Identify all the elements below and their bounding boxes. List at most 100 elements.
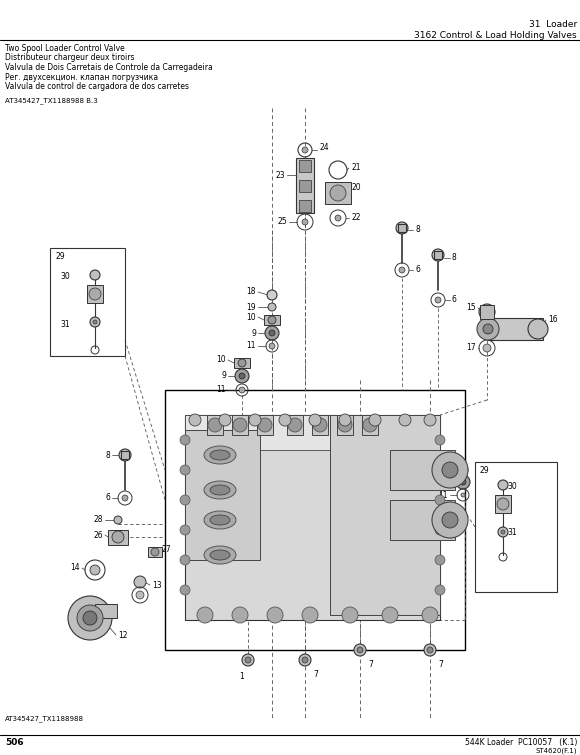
Circle shape [302, 607, 318, 623]
Bar [495, 495, 511, 513]
Bar [299, 180, 311, 192]
Circle shape [424, 644, 436, 656]
Circle shape [338, 418, 352, 432]
Circle shape [369, 414, 381, 426]
Ellipse shape [204, 546, 236, 564]
Circle shape [427, 647, 433, 653]
Text: ST4620(F.1): ST4620(F.1) [535, 747, 577, 753]
Text: Distributeur chargeur deux tiroirs: Distributeur chargeur deux tiroirs [5, 54, 135, 63]
Circle shape [460, 479, 466, 485]
Text: AT345427_TX1188988: AT345427_TX1188988 [5, 715, 84, 722]
Circle shape [189, 414, 201, 426]
Circle shape [269, 343, 275, 349]
Circle shape [382, 607, 398, 623]
Bar [398, 224, 406, 232]
Circle shape [458, 465, 468, 475]
Circle shape [363, 418, 377, 432]
Text: 6: 6 [415, 266, 420, 275]
Text: 29: 29 [55, 252, 64, 261]
Bar [264, 315, 280, 325]
Circle shape [479, 304, 495, 320]
Text: 31: 31 [507, 528, 517, 537]
Text: 9: 9 [443, 477, 448, 486]
Text: 29: 29 [480, 466, 490, 475]
Circle shape [90, 565, 100, 575]
Circle shape [432, 249, 444, 261]
Circle shape [354, 644, 366, 656]
Text: 15: 15 [466, 304, 476, 313]
Circle shape [77, 605, 103, 631]
Circle shape [180, 525, 190, 535]
Bar [148, 547, 162, 557]
Circle shape [265, 326, 279, 340]
Circle shape [302, 147, 308, 153]
Text: 8: 8 [452, 254, 457, 263]
Circle shape [239, 387, 245, 393]
Text: 11: 11 [438, 491, 448, 500]
Circle shape [134, 576, 146, 588]
Circle shape [269, 330, 275, 336]
Bar [165, 390, 465, 650]
Text: 21: 21 [352, 164, 361, 172]
Text: 18: 18 [246, 288, 256, 297]
Text: 20: 20 [352, 183, 361, 193]
Text: 3: 3 [198, 448, 204, 457]
Circle shape [268, 316, 276, 324]
Circle shape [342, 607, 358, 623]
Text: 19: 19 [246, 303, 256, 312]
Text: 1: 1 [240, 672, 244, 681]
Text: 7: 7 [313, 670, 318, 679]
Circle shape [435, 465, 445, 475]
Bar [121, 451, 129, 459]
Bar [234, 358, 250, 368]
Text: 11: 11 [246, 341, 256, 350]
Ellipse shape [204, 481, 236, 499]
Circle shape [93, 320, 97, 324]
Circle shape [435, 525, 445, 535]
Circle shape [424, 414, 436, 426]
Text: Valvula de Dois Carretais de Controle da Carregadeira: Valvula de Dois Carretais de Controle da… [5, 63, 213, 72]
Text: 506: 506 [5, 738, 24, 747]
Bar [95, 604, 117, 618]
Circle shape [498, 527, 508, 537]
Circle shape [233, 418, 247, 432]
Text: 2: 2 [398, 425, 403, 434]
Circle shape [432, 452, 468, 488]
Text: 25: 25 [277, 217, 287, 226]
Text: 7: 7 [438, 660, 443, 669]
Bar [287, 415, 303, 435]
Circle shape [435, 585, 445, 595]
Text: 6: 6 [105, 494, 110, 503]
Circle shape [267, 290, 277, 300]
Circle shape [242, 654, 254, 666]
Bar [257, 415, 273, 435]
Circle shape [249, 414, 261, 426]
Bar [185, 415, 440, 620]
Text: 28: 28 [93, 516, 103, 525]
Ellipse shape [210, 450, 230, 460]
Circle shape [90, 317, 100, 327]
Circle shape [238, 359, 246, 367]
Text: 16: 16 [548, 316, 557, 325]
Circle shape [197, 607, 213, 623]
Text: 8: 8 [105, 451, 110, 460]
Circle shape [399, 414, 411, 426]
Text: 24: 24 [320, 143, 329, 153]
Text: 7: 7 [368, 660, 373, 669]
Circle shape [477, 318, 499, 340]
Circle shape [239, 373, 245, 379]
Circle shape [435, 495, 445, 505]
Circle shape [180, 495, 190, 505]
Circle shape [497, 498, 509, 510]
Text: 23: 23 [276, 171, 285, 180]
Circle shape [498, 480, 508, 490]
Circle shape [302, 219, 308, 225]
Circle shape [235, 369, 249, 383]
Bar [362, 415, 378, 435]
Circle shape [267, 607, 283, 623]
Circle shape [335, 215, 341, 221]
Circle shape [208, 418, 222, 432]
Circle shape [112, 531, 124, 543]
Circle shape [114, 516, 122, 524]
Circle shape [219, 414, 231, 426]
